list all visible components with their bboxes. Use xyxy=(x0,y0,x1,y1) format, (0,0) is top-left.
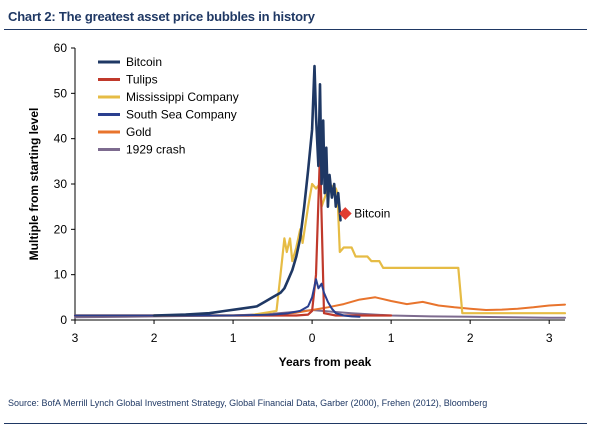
legend-item: Tulips xyxy=(126,73,158,87)
legend-item: South Sea Company xyxy=(126,108,237,122)
y-axis-title: Multiple from starting level xyxy=(27,108,41,261)
legend-item: 1929 crash xyxy=(126,143,185,157)
annotation-marker xyxy=(338,207,352,220)
annotation-label: Bitcoin xyxy=(354,206,390,220)
x-axis-title: Years from peak xyxy=(279,355,372,369)
legend-item: Bitcoin xyxy=(126,55,162,69)
x-tick-label: 1 xyxy=(388,331,395,345)
y-tick-label: 40 xyxy=(54,132,68,146)
y-tick-label: 10 xyxy=(54,268,68,282)
y-tick-label: 30 xyxy=(54,177,68,191)
source-note: Source: BofA Merrill Lynch Global Invest… xyxy=(8,398,488,408)
x-tick-label: 2 xyxy=(151,331,158,345)
legend-item: Gold xyxy=(126,125,151,139)
series-line-bitcoin xyxy=(152,64,342,317)
x-tick-label: 0 xyxy=(309,331,316,345)
x-tick-label: 1 xyxy=(230,331,237,345)
title-divider xyxy=(4,29,587,30)
y-tick-label: 60 xyxy=(54,41,68,55)
bottom-divider xyxy=(4,423,587,424)
x-tick-label: 2 xyxy=(467,331,474,345)
x-tick-label: 3 xyxy=(546,331,553,345)
y-tick-label: 0 xyxy=(60,313,67,327)
series-line-mississippi-company xyxy=(73,182,567,317)
series-line-tulips xyxy=(73,151,393,317)
legend-item: Mississippi Company xyxy=(126,90,239,104)
x-tick-label: 3 xyxy=(72,331,79,345)
y-tick-label: 50 xyxy=(54,86,68,100)
y-tick-label: 20 xyxy=(54,222,68,236)
series-line-south-sea-company xyxy=(74,278,361,318)
chart-title: Chart 2: The greatest asset price bubble… xyxy=(8,9,315,24)
